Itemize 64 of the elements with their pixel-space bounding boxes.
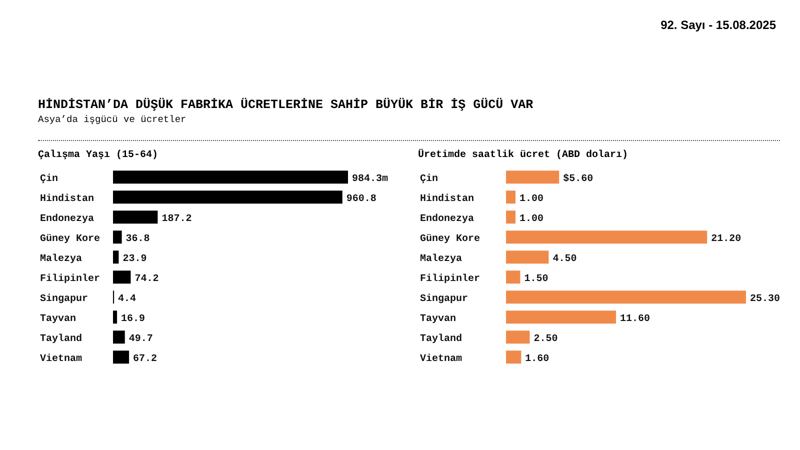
data-label: 23.9 bbox=[122, 254, 147, 266]
y-tick-label: Vietnam bbox=[40, 353, 82, 365]
bar bbox=[506, 230, 708, 244]
bar bbox=[113, 170, 348, 184]
y-tick-label: Çin bbox=[40, 173, 58, 185]
y-tick-label: Singapur bbox=[420, 293, 468, 305]
data-label: 21.20 bbox=[711, 234, 742, 246]
data-label: 1.50 bbox=[524, 274, 548, 286]
bar bbox=[506, 250, 549, 264]
y-tick-label: Malezya bbox=[420, 253, 462, 265]
data-label: 16.9 bbox=[121, 314, 146, 326]
y-tick-label: Hindistan bbox=[40, 193, 94, 205]
y-tick-label: Tayland bbox=[40, 333, 82, 345]
bar bbox=[506, 330, 530, 344]
chart-title: Üretimde saatlik ücret (ABD doları) bbox=[418, 150, 630, 161]
data-label: 4.4 bbox=[118, 294, 136, 306]
bar bbox=[113, 310, 118, 324]
data-label: 960.8 bbox=[346, 194, 376, 206]
y-tick-label: Hindistan bbox=[420, 193, 474, 205]
data-label: 74.2 bbox=[134, 274, 159, 286]
y-tick-label: Endonezya bbox=[420, 213, 474, 225]
bar bbox=[113, 330, 125, 344]
bar bbox=[506, 270, 520, 284]
y-tick-label: Tayvan bbox=[420, 314, 456, 325]
text: 92. Sayı - 15.08.2025 bbox=[660, 18, 776, 32]
bar bbox=[113, 250, 119, 264]
y-tick-label: Malezya bbox=[40, 253, 82, 265]
bar bbox=[506, 170, 560, 184]
data-label: 187.2 bbox=[162, 214, 192, 226]
y-tick-label: Filipinler bbox=[420, 273, 480, 285]
y-tick-label: Singapur bbox=[40, 293, 88, 305]
y-tick-label: Endonezya bbox=[40, 213, 94, 225]
data-label: 36.8 bbox=[126, 234, 150, 246]
bar bbox=[506, 290, 746, 304]
bar bbox=[506, 210, 516, 224]
bar bbox=[113, 350, 130, 364]
bar bbox=[113, 190, 342, 204]
data-label: 1.60 bbox=[525, 354, 550, 366]
text: Asya’da işgücü ve ücretler bbox=[38, 114, 186, 125]
bar bbox=[113, 270, 131, 284]
bar bbox=[113, 230, 122, 244]
data-label: 11.60 bbox=[620, 314, 650, 326]
y-tick-label: Vietnam bbox=[420, 353, 462, 365]
y-tick-label: Güney Kore bbox=[420, 233, 480, 245]
y-tick-label: Güney Kore bbox=[40, 233, 100, 245]
data-label: 1.00 bbox=[519, 194, 544, 206]
text: HİNDİSTAN’DA DÜŞÜK FABRİKA ÜCRETLERİNE SAHİP BÜYÜK BİR İŞ GÜCÜ VAR bbox=[38, 98, 534, 112]
y-tick-label: Tayland bbox=[420, 333, 462, 345]
y-tick-label: Çin bbox=[420, 173, 438, 185]
data-label: 2.50 bbox=[534, 334, 558, 346]
data-label: 984.3m bbox=[352, 174, 388, 186]
data-label: $5.60 bbox=[563, 173, 594, 186]
data-label: 25.30 bbox=[750, 294, 780, 306]
bar bbox=[113, 210, 158, 224]
y-tick-label: Tayvan bbox=[40, 314, 76, 325]
y-tick-label: Filipinler bbox=[40, 273, 100, 285]
data-label: 49.7 bbox=[128, 334, 153, 346]
data-label: 1.00 bbox=[519, 214, 544, 226]
bar bbox=[506, 190, 516, 204]
chart-title: Çalışma Yaşı (15-64) bbox=[38, 150, 160, 161]
bar bbox=[506, 350, 522, 364]
data-label: 67.2 bbox=[133, 354, 158, 366]
data-label: 4.50 bbox=[552, 254, 577, 266]
bar bbox=[506, 310, 616, 324]
